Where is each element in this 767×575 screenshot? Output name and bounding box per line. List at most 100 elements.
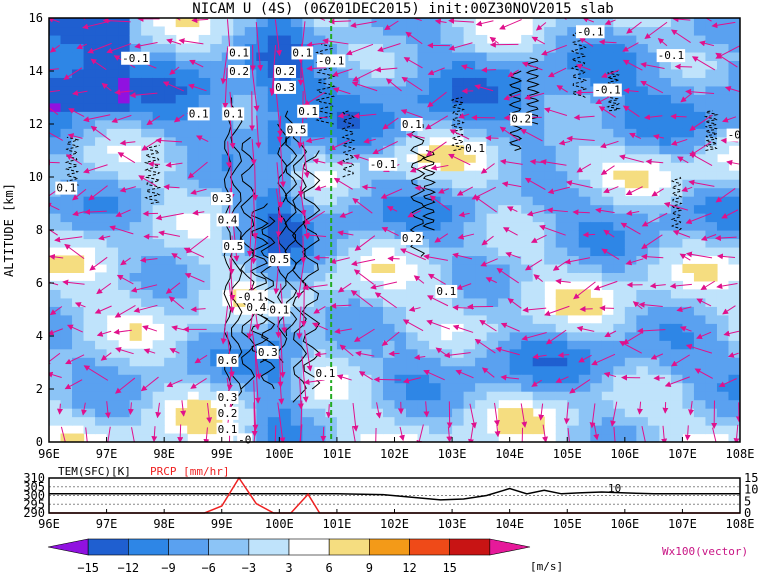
- shade-cell: [693, 51, 707, 61]
- colorbar-unit: [m/s]: [530, 560, 563, 573]
- shade-cell: [244, 43, 257, 53]
- shade-cell: [95, 221, 108, 231]
- wind-vector: [733, 424, 740, 442]
- wind-vector: [363, 137, 376, 144]
- shade-cell: [210, 374, 223, 384]
- shade-cell: [716, 382, 730, 392]
- shade-cell: [452, 34, 465, 45]
- shade-cell: [544, 357, 557, 367]
- shade-cell: [267, 43, 280, 53]
- wind-vector: [507, 69, 519, 77]
- shade-cell: [406, 196, 419, 206]
- shade-cell: [175, 60, 188, 70]
- wind-vector: [89, 256, 108, 271]
- shade-cell: [452, 399, 465, 409]
- shade-cell: [348, 136, 361, 146]
- shade-cell: [371, 213, 384, 223]
- shade-cell: [244, 425, 257, 435]
- shade-cell: [716, 340, 730, 350]
- wind-vector: [54, 236, 83, 243]
- shade-cell: [440, 179, 453, 189]
- shade-cell: [728, 204, 740, 214]
- wind-vector: [168, 296, 185, 310]
- shade-cell: [256, 255, 269, 265]
- x-tick-label: 102E: [380, 447, 409, 461]
- shade-cell: [152, 238, 165, 248]
- shade-cell: [244, 128, 257, 138]
- shade-cell: [498, 238, 511, 248]
- shade-cell: [670, 348, 684, 358]
- shade-cell: [682, 221, 695, 231]
- wind-vector: [354, 235, 376, 251]
- shade-cell: [544, 43, 557, 53]
- shade-cell: [83, 26, 96, 36]
- shade-cell: [129, 246, 142, 257]
- shade-cell: [475, 111, 488, 121]
- wind-vector: [480, 163, 495, 174]
- shade-cell: [313, 416, 326, 426]
- shade-cell: [406, 416, 419, 426]
- shade-cell: [359, 408, 373, 418]
- wind-vector: [479, 319, 497, 332]
- shade-cell: [348, 348, 361, 358]
- wind-vector: [352, 197, 373, 214]
- shade-cell: [475, 416, 488, 426]
- shade-cell: [590, 255, 603, 265]
- shade-cell: [106, 246, 119, 257]
- shade-cell: [705, 102, 718, 112]
- shade-cell: [49, 77, 62, 87]
- wind-vector: [190, 377, 207, 389]
- shade-cell: [590, 263, 603, 273]
- shade-cell: [60, 119, 73, 129]
- shade-cell: [601, 408, 614, 418]
- shade-cell: [532, 34, 545, 45]
- shade-cell: [106, 68, 119, 78]
- wind-vector: [49, 328, 63, 336]
- contour-label-bg: [291, 46, 314, 60]
- shade-cell: [60, 408, 73, 418]
- shade-cell: [452, 204, 465, 214]
- shade-cell: [406, 213, 419, 223]
- shade-cell: [452, 128, 465, 138]
- shade-cell: [129, 255, 142, 265]
- shade-cell: [624, 246, 637, 257]
- shade-cell: [106, 179, 119, 189]
- x-tick-label: 96E: [38, 447, 60, 461]
- shade-cell: [693, 408, 707, 418]
- shade-cell: [118, 119, 131, 129]
- wind-vector: [162, 81, 185, 92]
- shade-cell: [72, 433, 85, 442]
- shade-cell: [313, 145, 326, 155]
- shade-cell: [60, 314, 73, 324]
- wind-vector: [76, 43, 87, 50]
- shade-cell: [394, 289, 407, 299]
- shade-cell: [532, 399, 545, 409]
- shade-cell: [509, 340, 522, 350]
- shade-cell: [624, 102, 637, 112]
- wind-vector: [337, 282, 352, 293]
- shade-cell: [728, 433, 740, 442]
- colorbar-label: 3: [285, 561, 292, 575]
- shade-cell: [624, 314, 637, 324]
- shade-cell: [302, 382, 315, 392]
- shade-cell: [578, 323, 591, 333]
- shade-cell: [636, 263, 649, 273]
- shade-cell: [624, 145, 637, 155]
- shade-cell: [532, 425, 545, 435]
- shade-cell: [601, 60, 614, 70]
- shade-cell: [601, 204, 614, 214]
- shade-cell: [244, 374, 257, 384]
- shade-cell: [152, 246, 165, 257]
- shade-cell: [256, 26, 269, 36]
- shade-cell: [647, 365, 660, 375]
- shade-cell: [590, 230, 603, 240]
- shade-cell: [187, 289, 200, 299]
- shade-cell: [198, 34, 211, 45]
- contour-label-bg: [216, 422, 239, 436]
- shade-cell: [221, 77, 234, 87]
- shade-cell: [95, 153, 108, 163]
- shade-cell: [106, 213, 119, 223]
- shade-cell: [313, 85, 326, 95]
- shade-cell: [716, 119, 730, 129]
- shade-cell: [210, 230, 223, 240]
